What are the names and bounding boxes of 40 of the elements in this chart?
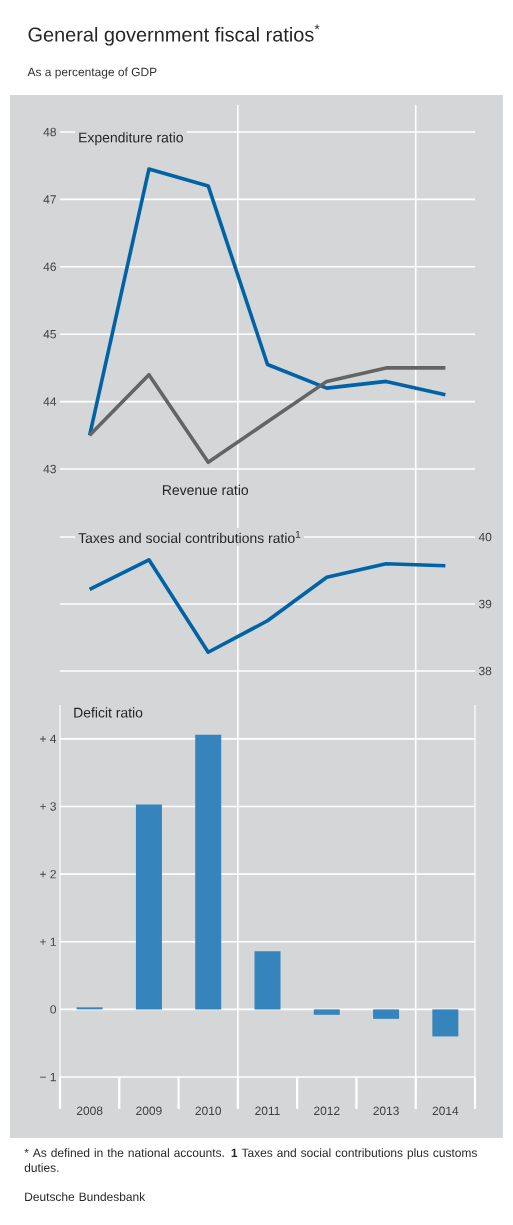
line-series bbox=[87, 557, 448, 655]
text: Expenditure ratio bbox=[79, 132, 183, 146]
series-label: Revenue ratio bbox=[162, 484, 249, 496]
x-tick-label: 2011 bbox=[255, 1106, 280, 1115]
y-tick-label: + 4 bbox=[40, 734, 57, 743]
bar bbox=[254, 951, 281, 1010]
y-tick-label: 39 bbox=[478, 599, 492, 609]
text: Taxes and social contributions ratio$^{1}$ bbox=[78, 530, 301, 544]
y-tick-label: 45 bbox=[43, 330, 56, 339]
x-tick-label: 2014 bbox=[432, 1106, 459, 1115]
y-tick-label: 40 bbox=[478, 532, 492, 542]
y-tick-label: 44 bbox=[43, 397, 57, 406]
bar bbox=[313, 1009, 340, 1015]
y-tick-label: 48 bbox=[43, 127, 56, 137]
y-tick-label: 0 bbox=[50, 1005, 57, 1014]
chart-subtitle: As a percentage of GDP bbox=[27, 67, 157, 79]
text: Deficit ratio bbox=[74, 707, 143, 718]
y-tick-label: 46 bbox=[43, 262, 56, 272]
bar bbox=[76, 1007, 103, 1010]
x-tick-label: 2012 bbox=[314, 1106, 340, 1115]
bar bbox=[432, 1009, 459, 1037]
x-tick-label: 2008 bbox=[76, 1106, 103, 1115]
y-tick-label: 43 bbox=[43, 464, 56, 474]
chart-title: General government fiscal ratios$^{*}$ bbox=[28, 24, 320, 46]
line-series bbox=[87, 167, 448, 438]
y-tick-label: 47 bbox=[43, 195, 56, 204]
x-tick-label: 2013 bbox=[373, 1106, 399, 1115]
bar bbox=[135, 804, 162, 1010]
y-tick-label: + 1 bbox=[40, 937, 56, 946]
y-tick-label: + 3 bbox=[40, 802, 56, 811]
line-series bbox=[87, 366, 448, 465]
text: Deutsche Bundesbank bbox=[25, 1192, 146, 1201]
text: * As defined in the national accounts. 1 Taxes and social contributions plus customs duties. bbox=[24, 1148, 477, 1172]
y-tick-label: − 1 bbox=[40, 1072, 56, 1082]
y-tick-label: 38 bbox=[478, 666, 492, 676]
y-tick-label: + 2 bbox=[40, 869, 56, 879]
x-tick-label: 2010 bbox=[195, 1106, 222, 1115]
bar bbox=[195, 734, 222, 1010]
bar bbox=[373, 1009, 400, 1019]
x-tick-label: 2009 bbox=[136, 1106, 162, 1115]
